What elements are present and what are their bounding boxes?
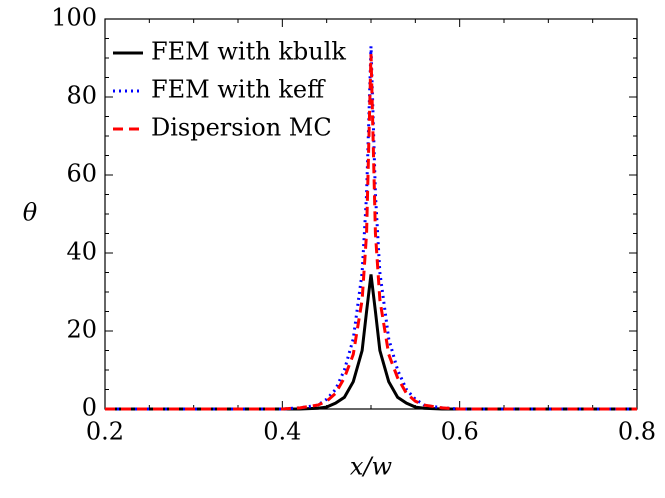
legend-label: Dispersion MC xyxy=(151,114,332,142)
y-tick-label: 100 xyxy=(51,4,97,32)
series-line xyxy=(105,274,637,411)
x-tick-label: 0.6 xyxy=(441,418,479,446)
legend-label: FEM with kbulk xyxy=(151,38,346,66)
x-tick-label: 0.2 xyxy=(86,418,124,446)
legend-label: FEM with keff xyxy=(151,76,326,104)
y-tick-label: 60 xyxy=(66,160,97,188)
x-axis-label: x/w xyxy=(350,453,393,481)
y-tick-label: 40 xyxy=(66,238,97,266)
x-tick-label: 0.8 xyxy=(618,418,656,446)
series-line xyxy=(105,54,637,411)
y-tick-label: 80 xyxy=(66,82,97,110)
x-tick-label: 0.4 xyxy=(263,418,301,446)
y-tick-label: 20 xyxy=(66,316,97,344)
y-axis-label: θ xyxy=(23,199,38,227)
y-tick-label: 0 xyxy=(82,394,97,422)
